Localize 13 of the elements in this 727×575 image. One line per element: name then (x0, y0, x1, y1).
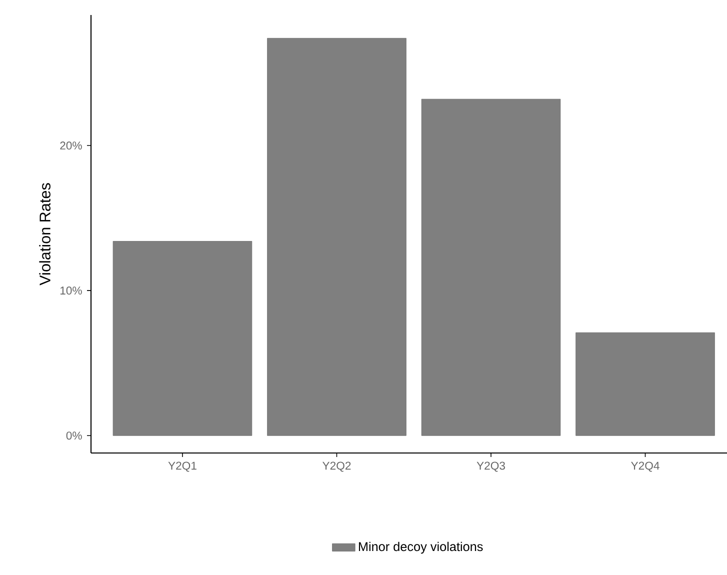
y-axis-title: Violation Rates (39, 183, 50, 286)
bar (267, 38, 406, 436)
legend-label: Minor decoy violations (358, 542, 483, 554)
bar (421, 98, 561, 436)
bar (112, 241, 252, 436)
x-tick-label: Y2Q1 (168, 462, 196, 472)
x-tick-label: Y2Q3 (476, 462, 505, 472)
x-tick-label: Y2Q4 (631, 462, 660, 472)
y-tick-label: 20% (60, 142, 82, 150)
x-tick-label: Y2Q2 (322, 462, 351, 472)
bar (576, 332, 715, 436)
y-tick-label: 0% (66, 432, 82, 440)
y-tick-label: 10% (60, 286, 82, 295)
